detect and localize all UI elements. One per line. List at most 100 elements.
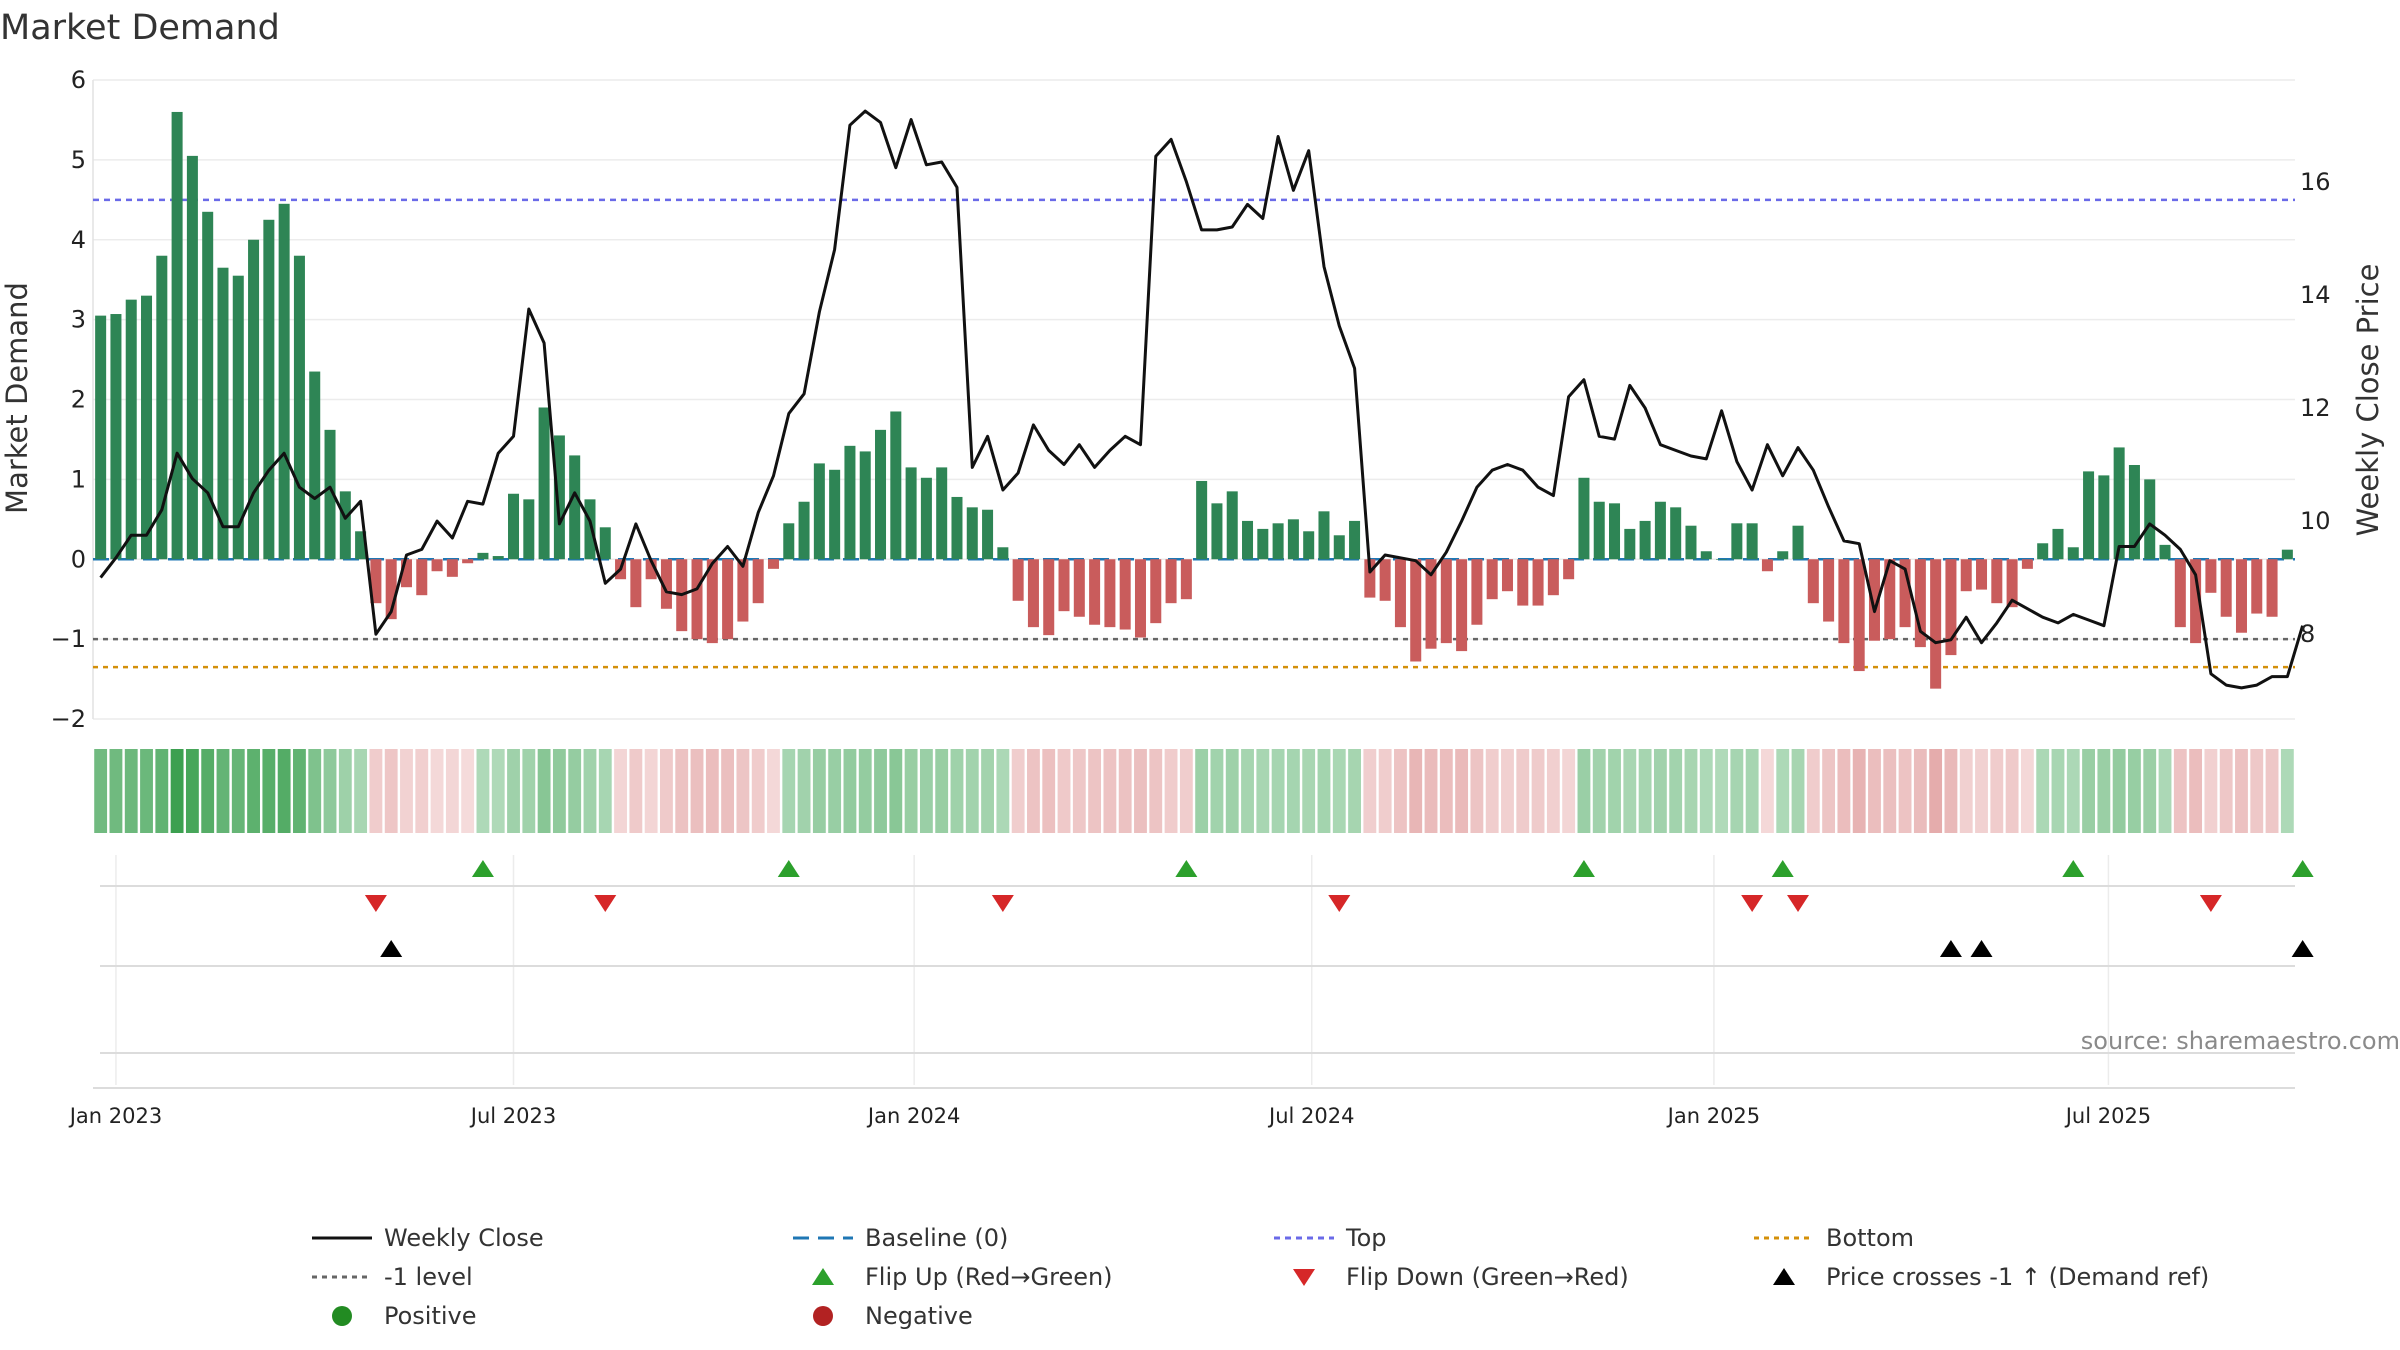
demand-bar — [416, 559, 428, 596]
heat-cell — [874, 749, 887, 833]
demand-bar — [1027, 559, 1039, 628]
heat-cell — [736, 749, 750, 833]
heat-cell — [1348, 749, 1361, 833]
heat-cell — [705, 749, 719, 833]
heat-cell — [1424, 749, 1438, 833]
demand-bar — [309, 371, 321, 560]
demand-bar — [1501, 559, 1513, 592]
heat-cell — [2097, 749, 2111, 833]
heat-cell — [1455, 749, 1469, 833]
heat-cell — [1730, 749, 1744, 833]
demand-bar — [538, 407, 550, 560]
legend-top-label: Top — [1345, 1224, 1387, 1252]
demand-bar — [1700, 551, 1712, 560]
heat-cell — [1409, 749, 1423, 833]
legend-positive-icon — [332, 1306, 352, 1326]
demand-bar — [2052, 528, 2064, 560]
demand-bar — [645, 559, 657, 580]
demand-bar — [905, 467, 917, 560]
demand-bar — [1134, 559, 1146, 638]
heat-cell — [1944, 749, 1958, 833]
demand-bar — [829, 469, 841, 560]
demand-bar — [355, 531, 367, 560]
demand-bar — [2083, 471, 2095, 560]
flip-down-marker — [1741, 895, 1764, 912]
heat-cell — [1745, 749, 1759, 833]
demand-bar — [1716, 559, 1728, 560]
heat-cell — [262, 749, 276, 833]
demand-bar — [1119, 559, 1131, 630]
heat-cell — [1852, 749, 1866, 833]
heat-cell — [1011, 749, 1025, 833]
y2-tick-label: 14 — [2300, 281, 2331, 309]
heat-cell — [109, 749, 123, 833]
demand-bar — [1945, 559, 1957, 656]
demand-bar — [737, 559, 749, 622]
heat-cell — [1562, 749, 1576, 833]
demand-bar — [1226, 491, 1238, 560]
demand-bar — [1547, 559, 1559, 596]
y2-tick-label: 12 — [2300, 394, 2331, 422]
heat-cell — [1103, 749, 1117, 833]
demand-bar — [1073, 559, 1085, 617]
flip-down-marker — [364, 895, 387, 912]
heat-cell — [323, 749, 337, 833]
demand-bar — [1960, 559, 1972, 592]
heat-cell — [140, 749, 153, 833]
demand-bar — [523, 499, 535, 560]
heat-cell — [1394, 749, 1407, 833]
demand-bar — [2281, 549, 2293, 560]
heat-cell — [675, 749, 689, 833]
y-tick-label: 2 — [71, 386, 86, 414]
heat-cell — [568, 749, 582, 833]
heat-cell — [1699, 749, 1713, 833]
heat-cell — [858, 749, 872, 833]
demand-bar — [156, 255, 168, 560]
flip-up-marker — [1175, 860, 1198, 877]
demand-bar — [584, 499, 596, 560]
demand-bar — [2220, 559, 2232, 617]
heat-cell — [904, 749, 918, 833]
demand-bar — [1043, 559, 1055, 636]
heat-cell — [1470, 749, 1484, 833]
y-tick-label: 1 — [71, 465, 86, 493]
heat-cell — [1118, 749, 1132, 833]
heat-cell — [1042, 749, 1056, 833]
demand-bar — [1746, 523, 1758, 560]
demand-bar — [1563, 559, 1575, 580]
demand-bars — [95, 111, 2293, 689]
demand-bar — [446, 559, 458, 577]
heat-cell — [1822, 749, 1836, 833]
heat-cell — [1516, 749, 1530, 833]
demand-bar — [2098, 475, 2110, 560]
y2-tick-label: 10 — [2300, 507, 2331, 535]
heat-cell — [1592, 749, 1606, 833]
heat-cell — [1990, 749, 2004, 833]
demand-bar — [752, 559, 764, 604]
heat-cell — [1608, 749, 1621, 833]
demand-bar — [2174, 559, 2186, 628]
demand-bar — [813, 463, 825, 560]
heat-cell — [614, 749, 627, 833]
flip-down-marker — [2199, 895, 2222, 912]
heat-cell — [277, 749, 291, 833]
demand-bar — [1440, 559, 1452, 644]
demand-bar — [1379, 559, 1391, 601]
demand-bar — [1410, 559, 1422, 662]
price-cross-marker — [1939, 940, 1962, 957]
demand-bar — [1685, 525, 1697, 560]
heat-cell — [1149, 749, 1163, 833]
demand-bar — [1394, 559, 1406, 628]
demand-bar — [1425, 559, 1437, 649]
demand-bar — [508, 493, 520, 560]
heat-cell — [1256, 749, 1270, 833]
heat-cell — [965, 749, 979, 833]
demand-bar — [1272, 523, 1284, 560]
demand-heat-strip — [94, 749, 2294, 833]
heat-cell — [2005, 749, 2019, 833]
flip-up-marker — [1572, 860, 1595, 877]
weekly-close-series — [99, 109, 2305, 690]
demand-bar — [1517, 559, 1529, 606]
demand-bar — [859, 451, 871, 560]
